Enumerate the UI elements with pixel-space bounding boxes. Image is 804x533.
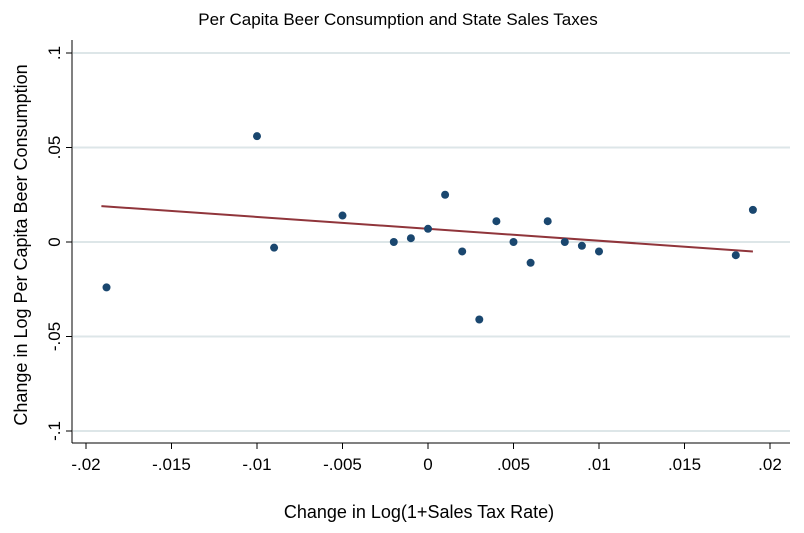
data-point	[253, 132, 261, 141]
x-tick-label: .01	[587, 455, 611, 474]
axis-ticks: -.1 -.05 0 .05 .1 -.02 -.015 -.01 -.005 0 .005 .01.…	[45, 46, 782, 474]
data-point	[595, 247, 603, 256]
y-axis-label: Change in Log Per Capita Beer Consumptio…	[11, 64, 31, 425]
y-tick-label: -.1	[45, 421, 64, 441]
data-point	[458, 247, 467, 256]
x-tick-label: -.005	[323, 455, 362, 474]
y-tick-label: .1	[45, 46, 64, 60]
x-tick-label: -.01	[242, 455, 271, 474]
data-point	[492, 217, 501, 226]
data-point	[338, 211, 347, 220]
data-point	[526, 258, 535, 267]
x-tick-label: .015	[668, 455, 701, 474]
grid-lines	[73, 52, 790, 432]
y-tick-label: .05	[45, 136, 64, 160]
data-point	[560, 238, 569, 246]
data-point	[509, 238, 518, 246]
x-tick-label: .005	[497, 455, 530, 474]
data-point	[389, 238, 398, 246]
data-point	[270, 243, 279, 252]
x-tick-label: .02	[758, 455, 782, 474]
data-point	[424, 224, 432, 233]
data-point	[441, 190, 450, 199]
x-tick-label: -.015	[152, 455, 191, 474]
data-points	[102, 132, 757, 324]
x-axis-label: Change in Log(1+Sales Tax Rate)	[284, 502, 554, 522]
data-point	[102, 283, 111, 292]
x-tick-label: 0	[423, 455, 432, 474]
x-tick-label: -.02	[71, 455, 100, 474]
data-point	[406, 234, 415, 243]
data-point	[475, 315, 484, 324]
data-point	[577, 241, 586, 250]
data-point	[748, 205, 757, 214]
y-tick-label: -.05	[45, 322, 64, 351]
y-tick-label: 0	[45, 237, 64, 246]
data-point	[731, 251, 740, 260]
data-point	[543, 217, 552, 226]
chart-title: Per Capita Beer Consumption and State Sa…	[198, 10, 597, 29]
